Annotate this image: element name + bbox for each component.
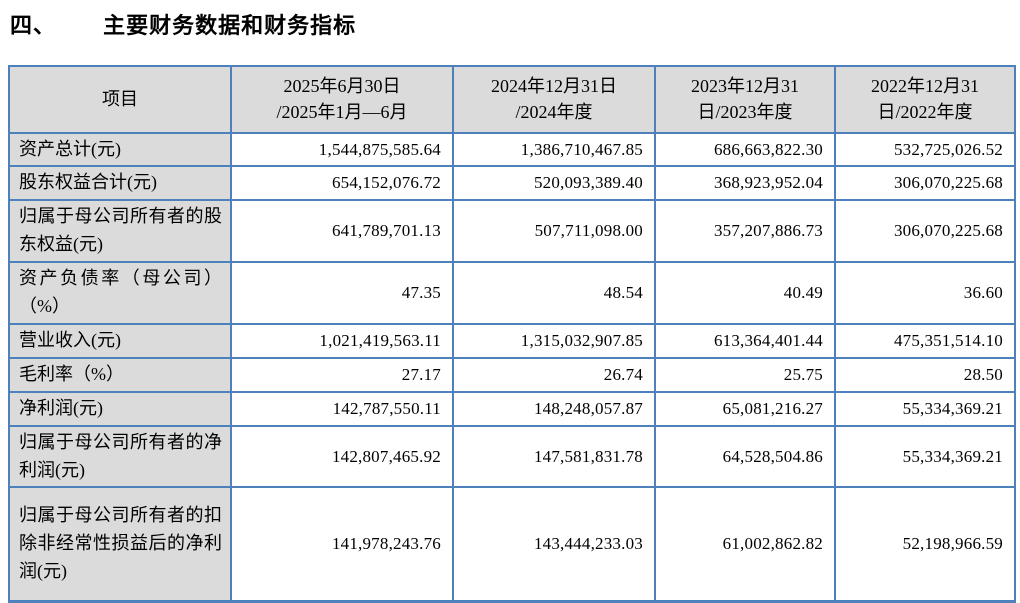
cell-value: 55,334,369.21 <box>834 390 1016 427</box>
table-row-parent-net-profit-excl-nonrecurring: 归属于母公司所有者的扣除非经常性损益后的净利润(元) 141,978,243.7… <box>8 486 1016 603</box>
row-label: 归属于母公司所有者的净利润(元) <box>8 424 232 489</box>
cell-value: 142,807,465.92 <box>230 424 454 489</box>
cell-value: 141,978,243.76 <box>230 486 454 603</box>
cell-value: 1,386,710,467.85 <box>452 131 656 168</box>
cell-value: 52,198,966.59 <box>834 486 1016 603</box>
cell-value: 47.35 <box>230 261 454 325</box>
cell-value: 306,070,225.68 <box>834 165 1016 202</box>
row-label: 归属于母公司所有者的股东权益(元) <box>8 199 232 264</box>
cell-value: 1,021,419,563.11 <box>230 322 454 359</box>
table-row-parent-equity: 归属于母公司所有者的股东权益(元) 641,789,701.13 507,711… <box>8 199 1016 264</box>
row-label: 归属于母公司所有者的扣除非经常性损益后的净利润(元) <box>8 486 232 603</box>
cell-value: 654,152,076.72 <box>230 165 454 202</box>
cell-value: 368,923,952.04 <box>654 165 836 202</box>
cell-value: 475,351,514.10 <box>834 322 1016 359</box>
cell-value: 306,070,225.68 <box>834 199 1016 264</box>
cell-value: 143,444,233.03 <box>452 486 656 603</box>
row-label: 营业收入(元) <box>8 322 232 359</box>
table-row-debt-ratio: 资产负债率（母公司）（%） 47.35 48.54 40.49 36.60 <box>8 261 1016 325</box>
financial-indicators-table: 项目 2025年6月30日 /2025年1月—6月 2024年12月31日 /2… <box>8 64 1016 603</box>
cell-value: 25.75 <box>654 356 836 393</box>
cell-value: 40.49 <box>654 261 836 325</box>
table-row-total-assets: 资产总计(元) 1,544,875,585.64 1,386,710,467.8… <box>8 131 1016 168</box>
cell-value: 147,581,831.78 <box>452 424 656 489</box>
section-number: 四、 <box>10 13 57 38</box>
section-title-text: 主要财务数据和财务指标 <box>103 13 357 38</box>
cell-value: 520,093,389.40 <box>452 165 656 202</box>
cell-value: 61,002,862.82 <box>654 486 836 603</box>
cell-value: 613,364,401.44 <box>654 322 836 359</box>
table-row-parent-net-profit: 归属于母公司所有者的净利润(元) 142,807,465.92 147,581,… <box>8 424 1016 489</box>
cell-value: 1,544,875,585.64 <box>230 131 454 168</box>
cell-value: 357,207,886.73 <box>654 199 836 264</box>
header-period-2023: 2023年12月31 日/2023年度 <box>654 64 836 134</box>
cell-value: 28.50 <box>834 356 1016 393</box>
cell-value: 48.54 <box>452 261 656 325</box>
header-period-2024: 2024年12月31日 /2024年度 <box>452 64 656 134</box>
table-row-total-equity: 股东权益合计(元) 654,152,076.72 520,093,389.40 … <box>8 165 1016 202</box>
cell-value: 148,248,057.87 <box>452 390 656 427</box>
cell-value: 64,528,504.86 <box>654 424 836 489</box>
row-label: 资产负债率（母公司）（%） <box>8 261 232 325</box>
cell-value: 142,787,550.11 <box>230 390 454 427</box>
row-label: 毛利率（%） <box>8 356 232 393</box>
row-label: 股东权益合计(元) <box>8 165 232 202</box>
row-label: 资产总计(元) <box>8 131 232 168</box>
header-row: 项目 2025年6月30日 /2025年1月—6月 2024年12月31日 /2… <box>8 64 1016 134</box>
header-period-2025: 2025年6月30日 /2025年1月—6月 <box>230 64 454 134</box>
cell-value: 55,334,369.21 <box>834 424 1016 489</box>
cell-value: 532,725,026.52 <box>834 131 1016 168</box>
table-row-net-profit: 净利润(元) 142,787,550.11 148,248,057.87 65,… <box>8 390 1016 427</box>
cell-value: 1,315,032,907.85 <box>452 322 656 359</box>
cell-value: 36.60 <box>834 261 1016 325</box>
header-item: 项目 <box>8 64 232 134</box>
cell-value: 27.17 <box>230 356 454 393</box>
row-label: 净利润(元) <box>8 390 232 427</box>
table-row-revenue: 营业收入(元) 1,021,419,563.11 1,315,032,907.8… <box>8 322 1016 359</box>
section-title: 四、 主要财务数据和财务指标 <box>0 0 1020 41</box>
cell-value: 641,789,701.13 <box>230 199 454 264</box>
cell-value: 686,663,822.30 <box>654 131 836 168</box>
cell-value: 26.74 <box>452 356 656 393</box>
cell-value: 65,081,216.27 <box>654 390 836 427</box>
table-row-gross-margin: 毛利率（%） 27.17 26.74 25.75 28.50 <box>8 356 1016 393</box>
cell-value: 507,711,098.00 <box>452 199 656 264</box>
header-period-2022: 2022年12月31 日/2022年度 <box>834 64 1016 134</box>
